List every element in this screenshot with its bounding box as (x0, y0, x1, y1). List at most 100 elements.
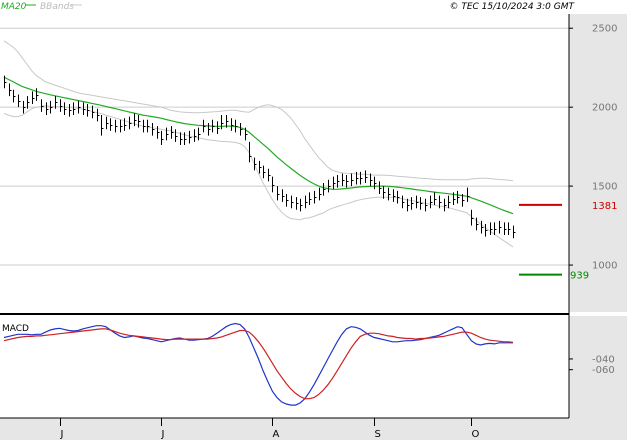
price-bar (282, 189, 285, 202)
legend: MA20 BBands (1, 2, 82, 12)
price-tick-labels: 2500 2000 1500 1000 (569, 24, 617, 272)
price-bar (305, 195, 308, 209)
price-bar (434, 192, 437, 206)
price-bar (365, 170, 368, 183)
price-bar (444, 198, 447, 212)
price-bar (32, 91, 35, 104)
bollinger-bands (3, 40, 514, 248)
price-bar (374, 176, 377, 190)
price-bar (152, 122, 155, 136)
price-bar (411, 197, 414, 210)
price-bar (110, 118, 113, 131)
price-bar (508, 222, 511, 236)
price-bar (351, 173, 354, 187)
price-bar (221, 115, 224, 130)
price-bar (184, 132, 187, 146)
price-bar (60, 99, 63, 112)
price-bar (217, 121, 220, 134)
price-bar (203, 119, 206, 133)
price-bar (124, 118, 127, 131)
price-bar (50, 100, 53, 114)
support-level-label: 939 (570, 271, 589, 282)
price-bar (157, 126, 160, 139)
price-bar (13, 89, 16, 103)
price-bar (439, 195, 442, 209)
price-bar (4, 75, 7, 89)
price-bar (41, 99, 44, 112)
price-bar (134, 113, 137, 127)
price-bar (314, 190, 317, 204)
price-bar (249, 141, 252, 163)
price-bar (18, 94, 21, 108)
price-bar (194, 129, 197, 142)
price-bar (476, 217, 479, 231)
price-axis-panel (569, 14, 627, 312)
price-bar (300, 198, 303, 212)
price-bar (393, 189, 396, 202)
price-bar (101, 115, 104, 136)
price-bar (115, 119, 118, 133)
price-levels: 1381 939 (519, 201, 617, 282)
price-bar (481, 220, 484, 234)
price-bar (360, 171, 363, 185)
price-bar (420, 197, 423, 210)
price-bar (36, 88, 39, 101)
price-bars (4, 75, 516, 239)
price-bar (259, 160, 262, 174)
price-bar (55, 96, 58, 109)
price-bar (27, 96, 30, 109)
price-gridlines (0, 27, 569, 266)
price-tick-label: 2000 (592, 103, 617, 114)
price-bar (342, 173, 345, 187)
price-bar (462, 194, 465, 207)
price-bar (208, 122, 211, 136)
price-bar (504, 222, 507, 236)
price-bar (416, 195, 419, 209)
price-bar (175, 129, 178, 142)
price-bar (453, 192, 456, 206)
price-bar (425, 198, 428, 212)
price-bar (296, 197, 299, 210)
macd-axis-panel (569, 316, 627, 418)
copyright-notice: © TEC 15/10/2024 3:0 GMT (449, 2, 575, 12)
ma20-path (3, 76, 514, 215)
price-bar (147, 119, 150, 133)
price-bar (457, 190, 460, 204)
price-bar (23, 100, 26, 114)
macd-lines (3, 322, 514, 406)
time-tick-label: J (161, 429, 165, 440)
legend-ma-label: MA20 (1, 2, 27, 12)
bband-upper-line (3, 40, 514, 182)
price-bar (9, 83, 12, 97)
price-bar (198, 127, 201, 141)
price-bar (73, 102, 76, 116)
macd-tick-labels: -040-060 (569, 354, 615, 376)
time-tick-label: A (273, 429, 280, 440)
price-bar (430, 195, 433, 209)
price-bar (92, 105, 95, 119)
time-tick-label: S (375, 429, 381, 440)
price-bar (106, 116, 109, 130)
ma20-line (3, 76, 514, 215)
price-bar (138, 115, 141, 128)
price-bar (245, 127, 248, 141)
macd-line (3, 322, 513, 406)
price-bar (129, 116, 132, 130)
legend-bb-label: BBands (40, 2, 74, 12)
price-bar (402, 195, 405, 209)
price-bar (467, 187, 470, 202)
macd-tick-label: -040 (592, 354, 615, 365)
resistance-level-label: 1381 (592, 201, 617, 212)
price-bar (346, 175, 349, 188)
price-bar (485, 224, 488, 237)
signal-line (3, 328, 514, 400)
price-bar (319, 187, 322, 201)
price-bar (490, 222, 493, 236)
price-bar (277, 186, 280, 201)
price-tick-label: 1000 (592, 261, 617, 272)
macd-tick-label: -060 (592, 365, 615, 376)
price-bar (231, 118, 234, 131)
price-bar (263, 165, 266, 179)
price-bar (166, 127, 169, 141)
price-bar (143, 119, 146, 133)
